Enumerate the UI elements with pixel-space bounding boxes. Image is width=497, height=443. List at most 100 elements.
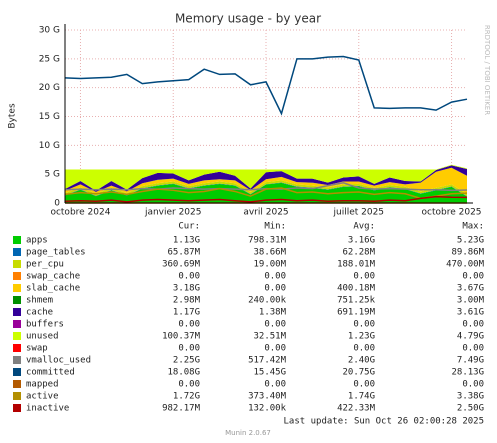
legend-stat: 188.01M: [337, 260, 376, 270]
y-tick-label: 20 G: [39, 83, 60, 93]
legend-stat: 0.00: [264, 284, 286, 294]
legend-stat: 3.38G: [457, 392, 484, 402]
legend-stat: 0.00: [353, 380, 375, 390]
legend-stat: 0.00: [353, 344, 375, 354]
legend-stat: 517.42M: [248, 356, 287, 366]
legend-stat: 20.75G: [342, 368, 375, 378]
legend-label: shmem: [26, 296, 53, 306]
legend-swatch: [13, 380, 21, 388]
legend-column-header: Max:: [462, 222, 484, 232]
legend-stat: 982.17M: [162, 404, 201, 414]
legend-stat: 0.00: [353, 272, 375, 282]
legend-stat: 15.45G: [253, 368, 286, 378]
legend-stat: 2.25G: [173, 356, 200, 366]
legend-stat: 1.38M: [259, 308, 287, 318]
legend-stat: 0.00: [462, 272, 484, 282]
legend-swatch: [13, 368, 21, 376]
legend-stat: 1.13G: [173, 236, 200, 246]
legend-stat: 4.79G: [457, 332, 484, 342]
legend-stat: 1.72G: [173, 392, 200, 402]
legend-label: per_cpu: [26, 260, 64, 270]
legend-stat: 470.00M: [446, 260, 485, 270]
legend-stat: 89.86M: [451, 248, 484, 258]
legend-stat: 2.40G: [348, 356, 375, 366]
legend-stat: 0.00: [178, 380, 200, 390]
legend-stat: 0.00: [462, 380, 484, 390]
legend-label: page_tables: [26, 248, 86, 258]
stack-area: [65, 165, 467, 192]
legend-stat: 7.49G: [457, 356, 484, 366]
legend-stat: 3.00M: [457, 296, 485, 306]
legend-stat: 28.13G: [451, 368, 484, 378]
legend-stat: 1.23G: [348, 332, 375, 342]
legend-swatch: [13, 296, 21, 304]
legend-swatch: [13, 332, 21, 340]
legend-label: cache: [26, 308, 53, 318]
y-tick-label: 0: [54, 199, 60, 209]
x-tick-label: janvier 2025: [144, 208, 202, 218]
legend-stat: 0.00: [178, 344, 200, 354]
legend-stat: 132.00k: [248, 404, 287, 414]
y-tick-label: 5 G: [44, 170, 60, 180]
legend-stat: 0.00: [178, 320, 200, 330]
stack-area: [65, 180, 467, 197]
legend-swatch: [13, 320, 21, 328]
line: [64, 55, 468, 116]
legend-stat: 3.16G: [348, 236, 375, 246]
legend-label: active: [26, 392, 59, 402]
legend-stat: 422.33M: [337, 404, 376, 414]
legend-label: inactive: [26, 404, 69, 414]
legend-stat: 3.67G: [457, 284, 484, 294]
legend-label: mapped: [26, 380, 59, 390]
legend-stat: 38.66M: [253, 248, 286, 258]
legend-stat: 0.00: [264, 272, 286, 282]
y-axis-label: Bytes: [8, 103, 18, 129]
legend-stat: 3.61G: [457, 308, 484, 318]
y-tick-label: 10 G: [39, 141, 60, 151]
x-tick-label: juillet 2025: [332, 208, 384, 218]
legend-stat: 0.00: [462, 320, 484, 330]
legend-stat: 3.18G: [173, 284, 200, 294]
legend-stat: 0.00: [264, 320, 286, 330]
legend-swatch: [13, 356, 21, 364]
line: [64, 187, 468, 200]
last-update: Last update: Sun Oct 26 02:00:28 2025: [284, 417, 484, 427]
x-tick-label: avril 2025: [243, 208, 288, 218]
legend-stat: 0.00: [264, 380, 286, 390]
legend-stat: 0.00: [264, 344, 286, 354]
legend-swatch: [13, 284, 21, 292]
y-tick-label: 25 G: [39, 54, 60, 64]
legend-stat: 5.23G: [457, 236, 484, 246]
legend-label: swap_cache: [26, 272, 80, 282]
legend-stat: 19.00M: [253, 260, 286, 270]
line: [64, 195, 468, 203]
legend-stat: 1.74G: [348, 392, 375, 402]
chart-title: Memory usage - by year: [175, 12, 321, 26]
legend-stat: 373.40M: [248, 392, 287, 402]
legend-stat: 65.87M: [167, 248, 200, 258]
legend-stat: 0.00: [353, 320, 375, 330]
legend-stat: 0.00: [462, 344, 484, 354]
legend-stat: 32.51M: [253, 332, 286, 342]
legend-swatch: [13, 248, 21, 256]
footer: Munin 2.0.67: [225, 429, 271, 437]
x-tick-label: octobre 2025: [422, 208, 482, 218]
legend-swatch: [13, 392, 21, 400]
legend-label: vmalloc_used: [26, 356, 91, 366]
legend-column-header: Avg:: [353, 222, 375, 232]
legend-stat: 691.19M: [337, 308, 376, 318]
stack-area: [65, 167, 467, 195]
legend-swatch: [13, 344, 21, 352]
legend-swatch: [13, 272, 21, 280]
legend-stat: 62.28M: [342, 248, 375, 258]
legend-column-header: Min:: [264, 222, 286, 232]
y-tick-label: 30 G: [39, 26, 60, 36]
y-tick-label: 15 G: [39, 112, 60, 122]
side-text: RRDTOOL / TOBI OETIKER: [483, 25, 491, 115]
legend-swatch: [13, 260, 21, 268]
legend-stat: 400.18M: [337, 284, 376, 294]
legend-stat: 751.25k: [337, 296, 376, 306]
legend-label: apps: [26, 236, 48, 246]
legend-stat: 18.08G: [167, 368, 200, 378]
